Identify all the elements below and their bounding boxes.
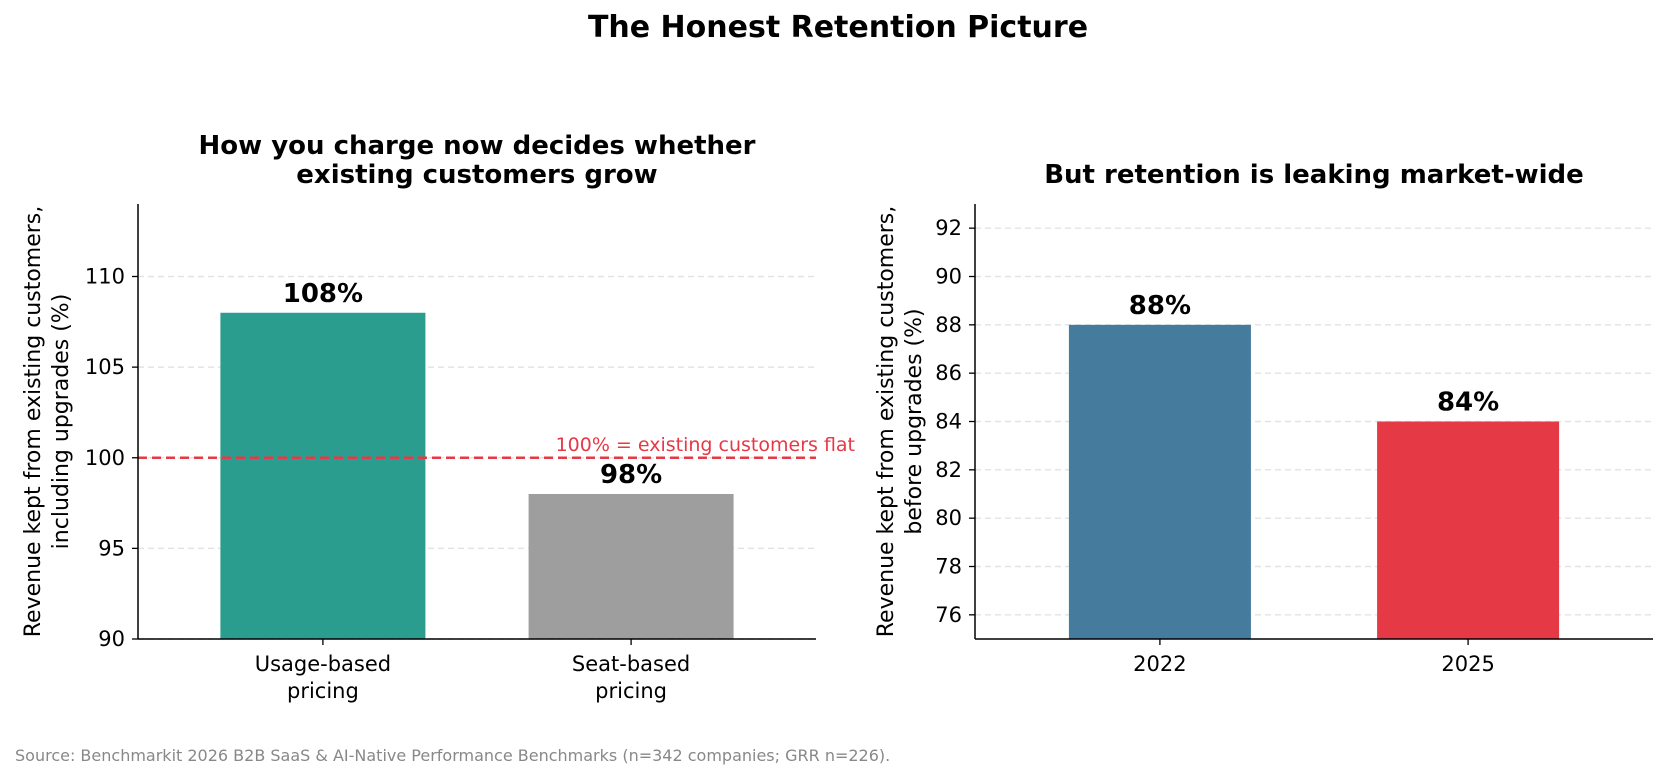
y-tick-label: 110: [85, 265, 125, 289]
chart-title: How you charge now decides whether existi…: [199, 131, 756, 190]
y-axis-label: Revenue kept from existing customers, bef…: [874, 206, 927, 638]
x-tick-label: 2025: [1441, 652, 1494, 676]
x-tick-label: 2022: [1133, 652, 1186, 676]
chart-left: 90 95 100 105 110 108% Usage-based pricing 98% Se…: [21, 131, 855, 703]
y-tick-label: 84: [935, 410, 962, 434]
data-label: 98%: [600, 460, 662, 490]
chart-right: 76 78 80 82 84 86 88 90 92 88% 2022 84% 2025 But rete…: [874, 160, 1653, 676]
y-tick-label: 76: [935, 603, 962, 627]
source-note: Source: Benchmarkit 2026 B2B SaaS & AI-N…: [15, 746, 890, 765]
bar-2025: [1377, 421, 1560, 639]
y-tick-label: 78: [935, 555, 962, 579]
bar-seat-based: [528, 494, 734, 639]
y-axis-label: Revenue kept from existing customers, inc…: [21, 206, 74, 638]
y-tick-label: 90: [98, 627, 125, 651]
y-tick-label: 92: [935, 216, 962, 240]
x-tick-label: Usage-based pricing: [255, 652, 391, 703]
y-tick-label: 88: [935, 313, 962, 337]
y-tick-label: 100: [85, 446, 125, 470]
bar-2022: [1068, 324, 1251, 639]
x-tick-label: Seat-based pricing: [572, 652, 690, 703]
y-tick-label: 95: [98, 536, 125, 560]
y-tick-label: 82: [935, 458, 962, 482]
data-label: 88%: [1129, 291, 1191, 321]
y-tick-label: 86: [935, 361, 962, 385]
y-tick-label: 90: [935, 265, 962, 289]
reference-line-label: 100% = existing customers flat: [556, 434, 855, 456]
data-label: 108%: [283, 279, 363, 309]
data-label: 84%: [1437, 388, 1499, 418]
bar-usage-based: [220, 312, 426, 639]
chart-title: But retention is leaking market-wide: [1044, 160, 1584, 190]
y-tick-label: 80: [935, 506, 962, 530]
figure-title: The Honest Retention Picture: [588, 10, 1088, 45]
y-tick-label: 105: [85, 355, 125, 379]
